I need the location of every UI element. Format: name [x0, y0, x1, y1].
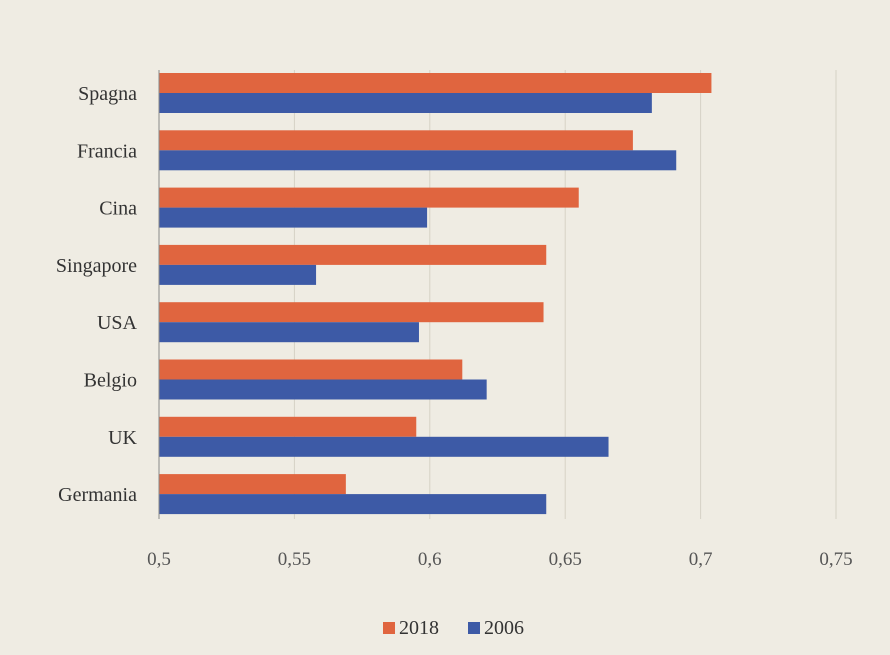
- x-tick-label: 0,75: [819, 549, 852, 570]
- category-label: Spagna: [78, 83, 137, 105]
- category-label: USA: [97, 312, 138, 334]
- bar-2018: [159, 416, 417, 437]
- category-label: Germania: [58, 484, 137, 506]
- bar-2018: [159, 187, 579, 208]
- bar-2006: [159, 322, 419, 343]
- legend-label: 2018: [399, 617, 439, 639]
- bar-2006: [159, 264, 317, 285]
- category-labels: Spagna Francia Cina Singapore USA Belgio UK Ger…: [56, 83, 138, 506]
- x-tick-labels: 0,5 0,55 0,6 0,65 0,7 0,75: [147, 549, 853, 570]
- bar-2018: [159, 244, 547, 265]
- x-tick-label: 0,7: [689, 549, 713, 570]
- category-label: UK: [108, 427, 137, 449]
- legend: 2018 2006: [383, 617, 524, 639]
- bar-2006: [159, 436, 609, 457]
- bar-2006: [159, 379, 487, 400]
- bar-2018: [159, 359, 463, 380]
- category-label: Singapore: [56, 255, 137, 277]
- category-label: Cina: [99, 198, 137, 220]
- bar-2018: [159, 73, 712, 93]
- bar-2006: [159, 494, 547, 515]
- x-tick-label: 0,55: [278, 549, 311, 570]
- bar-2006: [159, 93, 652, 113]
- bar-2018: [159, 474, 346, 495]
- category-label: Francia: [77, 140, 137, 162]
- bar-2006: [159, 207, 428, 228]
- x-tick-label: 0,6: [418, 549, 442, 570]
- x-tick-label: 0,5: [147, 549, 171, 570]
- bar-2018: [159, 130, 633, 151]
- bars: [159, 73, 712, 515]
- x-tick-label: 0,65: [549, 549, 582, 570]
- category-label: Belgio: [84, 370, 137, 392]
- legend-swatch: [468, 622, 480, 634]
- legend-swatch: [383, 622, 395, 634]
- bar-2018: [159, 302, 544, 323]
- legend-label: 2006: [484, 617, 524, 639]
- bar-2006: [159, 150, 677, 171]
